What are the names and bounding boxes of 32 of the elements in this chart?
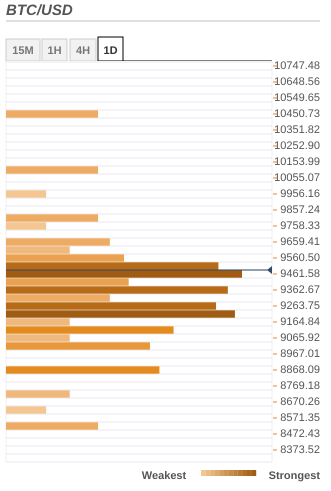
y-tick-label: 8769.18: [280, 380, 320, 392]
y-tick-label: 8868.09: [280, 364, 320, 376]
y-tick-label: 8967.01: [280, 348, 320, 360]
y-tick-label: 8571.35: [280, 412, 320, 424]
y-tick-label: 9164.84: [280, 316, 320, 328]
y-tick-label: 10351.82: [274, 124, 320, 136]
y-tick-label: 9758.33: [280, 220, 320, 232]
text: 15M: [12, 45, 34, 57]
y-tick-label: 9857.24: [280, 204, 320, 216]
y-tick-label: 9065.92: [280, 332, 320, 344]
y-tick-label: 9560.50: [280, 252, 320, 264]
y-tick-label: 9659.41: [280, 236, 320, 248]
text: Weakest: [142, 470, 187, 482]
y-tick-label: 10252.90: [274, 140, 320, 152]
chart-title: BTC/USD: [6, 2, 73, 19]
text: 1H: [47, 45, 62, 57]
text: Strongest: [268, 470, 320, 482]
text: 4H: [76, 45, 90, 57]
text: 1D: [103, 45, 118, 57]
y-tick-label: 8373.52: [280, 444, 320, 456]
y-tick-label: 9362.67: [280, 284, 320, 296]
y-tick-label: 9956.16: [280, 188, 320, 200]
y-tick-label: 10153.99: [274, 156, 320, 168]
y-tick-label: 8670.26: [280, 396, 320, 408]
y-tick-label: 10450.73: [274, 108, 320, 120]
y-tick-label: 10549.65: [274, 92, 320, 104]
y-tick-label: 10648.56: [274, 76, 320, 88]
y-tick-label: 8472.43: [280, 428, 320, 440]
y-tick-label: 9263.75: [280, 300, 320, 312]
y-tick-label: 10747.48: [274, 60, 320, 72]
y-tick-label: 10055.07: [274, 172, 320, 184]
y-tick-label: 9461.58: [280, 268, 320, 280]
